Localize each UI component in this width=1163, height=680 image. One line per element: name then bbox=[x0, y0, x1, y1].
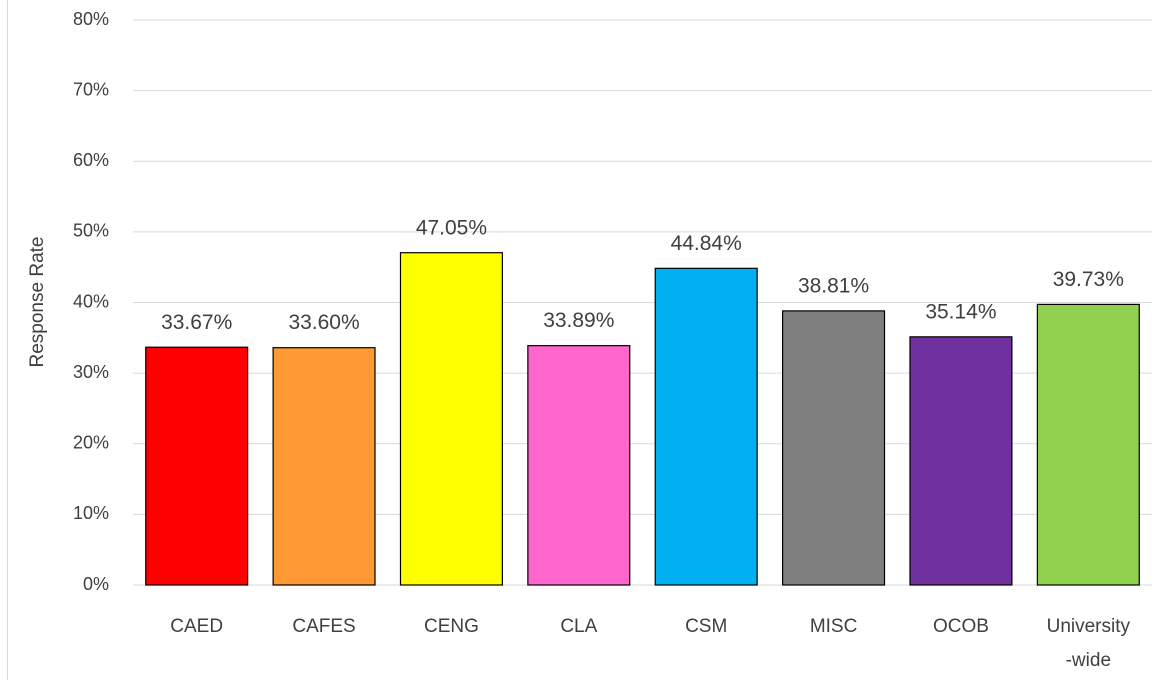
x-tick-label: CAED bbox=[170, 616, 223, 637]
bar bbox=[782, 310, 886, 586]
data-label: 39.73% bbox=[1053, 268, 1124, 291]
x-tick-label: CENG bbox=[424, 616, 479, 637]
bar bbox=[1036, 303, 1140, 586]
x-tick-label: CSM bbox=[685, 616, 727, 637]
data-label: 44.84% bbox=[671, 232, 742, 255]
bar bbox=[909, 336, 1013, 586]
data-label: 33.89% bbox=[543, 309, 614, 332]
x-tick-label: OCOB bbox=[933, 616, 989, 637]
y-tick-label: 10% bbox=[73, 503, 109, 523]
data-label: 33.67% bbox=[161, 311, 232, 334]
data-label: 33.60% bbox=[288, 311, 359, 334]
bar bbox=[527, 345, 631, 586]
y-tick-label: 40% bbox=[73, 291, 109, 311]
bar bbox=[272, 347, 376, 586]
x-tick-label: CAFES bbox=[292, 616, 355, 637]
data-label: 38.81% bbox=[798, 274, 869, 297]
y-tick-label: 50% bbox=[73, 221, 109, 241]
y-tick-label: 20% bbox=[73, 433, 109, 453]
y-tick-label: 70% bbox=[73, 79, 109, 99]
y-tick-label: 30% bbox=[73, 362, 109, 382]
x-tick-label: CLA bbox=[560, 616, 597, 637]
bar bbox=[654, 267, 758, 586]
bar bbox=[399, 252, 503, 586]
y-tick-label: 80% bbox=[73, 9, 109, 29]
x-tick-label: University -wide bbox=[1047, 616, 1131, 671]
y-axis-label: Response Rate bbox=[27, 237, 48, 368]
bar bbox=[145, 346, 249, 586]
data-label: 47.05% bbox=[416, 216, 487, 239]
data-label: 35.14% bbox=[925, 300, 996, 323]
y-tick-label: 0% bbox=[83, 574, 109, 594]
y-tick-label: 60% bbox=[73, 150, 109, 170]
x-tick-label: MISC bbox=[810, 616, 858, 637]
